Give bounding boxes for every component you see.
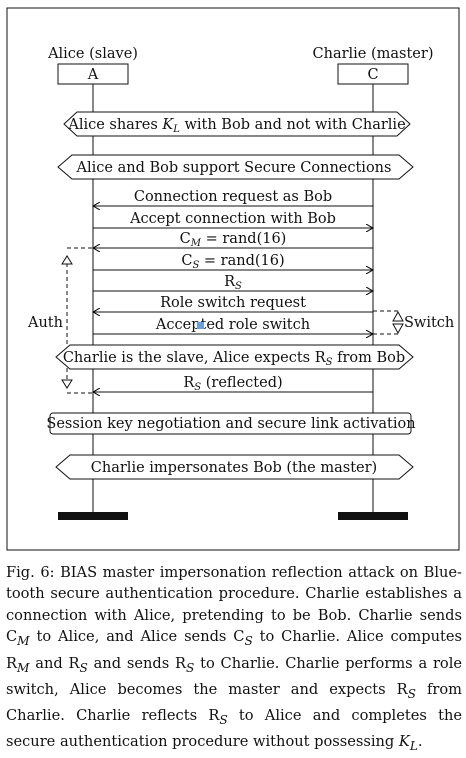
hexagon-secure-connections-text: Alice and Bob support Secure Connections [76, 160, 392, 176]
message-label-2: Accept connection with Bob [129, 211, 336, 227]
message-label-7: Accepted role switch [155, 317, 310, 333]
switch-arrow-up [392, 310, 404, 322]
participant-charlie-label: C [367, 67, 378, 83]
hexagon-impersonation-text: Charlie impersonates Bob (the master) [91, 460, 377, 476]
hexagon-impersonation [55, 454, 414, 480]
cursor-mark [197, 322, 204, 329]
hexagon-charlie-slave-text: Charlie is the slave, Alice expects RS f… [63, 350, 405, 368]
message-label-3: CM = rand(16) [180, 231, 287, 249]
switch-arrow-down [392, 323, 404, 335]
lifeline-end-charlie [338, 512, 408, 520]
hexagon-shared-key-text: Alice shares KL with Bob and not with Ch… [67, 117, 405, 135]
message-label-4: CS = rand(16) [181, 253, 284, 271]
auth-label: Auth [27, 315, 63, 331]
hexagon-secure-connections [57, 154, 414, 180]
participant-alice-name: Alice (slave) [47, 46, 138, 62]
hexagon-charlie-slave [55, 344, 414, 370]
message-label-8: RS (reflected) [183, 375, 282, 393]
session-key-box [49, 412, 412, 435]
message-group: Connection request as Bob Accept connecti… [93, 189, 373, 393]
message-label-6: Role switch request [160, 295, 306, 311]
participant-alice-label: A [87, 67, 99, 83]
figure-caption: Fig. 6: BIAS master impersonation reflec… [6, 564, 463, 754]
session-key-text: Session key negotiation and secure link … [46, 416, 415, 432]
participant-charlie-name: Charlie (master) [313, 46, 434, 62]
message-label-1: Connection request as Bob [134, 189, 332, 205]
sequence-diagram: Alice (slave) A Charlie (master) C Alice… [6, 7, 460, 551]
message-label-5: RS [224, 274, 242, 292]
switch-label: Switch [404, 315, 454, 331]
hexagon-shared-key [63, 111, 411, 137]
figure-frame [6, 7, 460, 551]
lifeline-end-alice [58, 512, 128, 520]
